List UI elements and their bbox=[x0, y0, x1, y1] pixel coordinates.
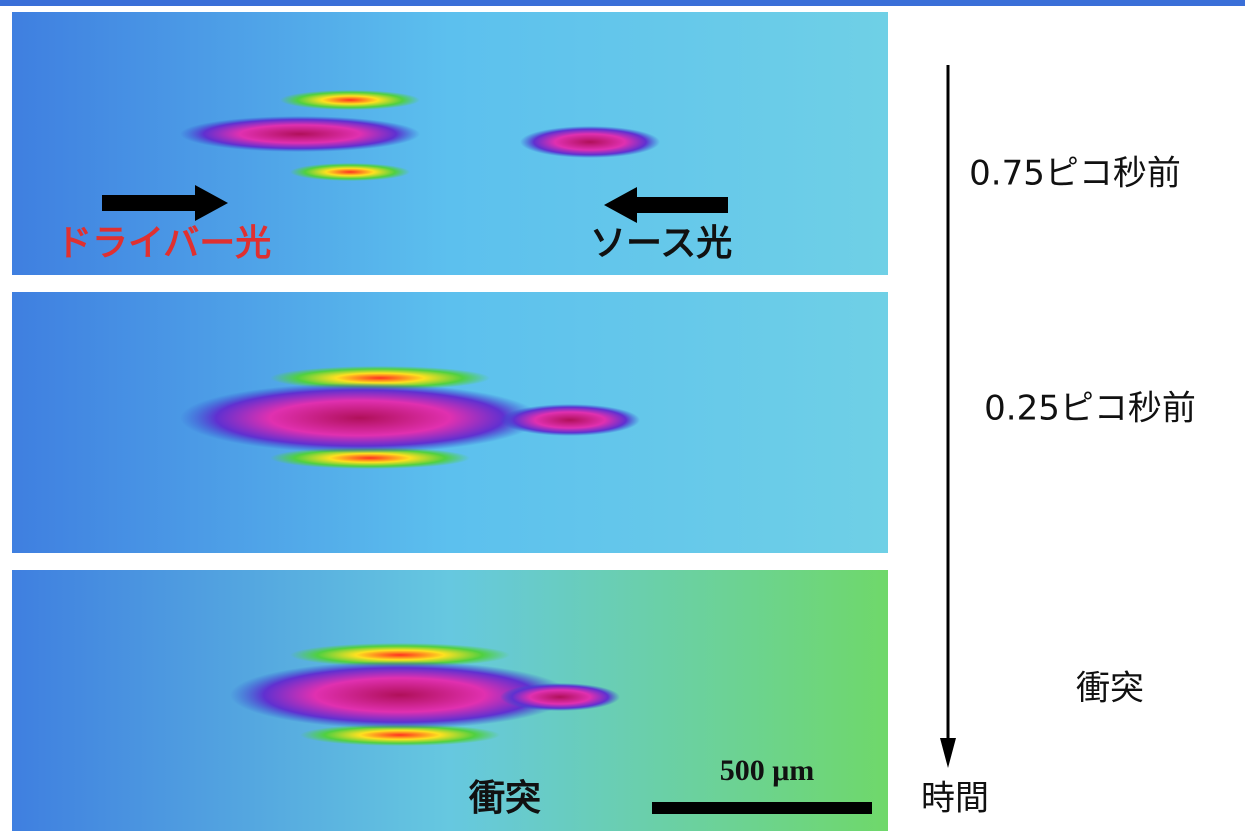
panel-2 bbox=[12, 292, 888, 553]
time-label: 0.25ピコ秒前 bbox=[984, 389, 1196, 429]
figure: ドライバー光 ソース光 衝突 500 μm 0.75ピコ秒前 0.25ピコ秒前 … bbox=[0, 0, 1245, 831]
time-axis-label: 時間 bbox=[921, 779, 989, 819]
top-bar bbox=[0, 0, 1245, 6]
driver-label: ドライバー光 bbox=[56, 223, 271, 264]
time-label: 衝突 bbox=[1076, 669, 1144, 709]
scale-bar bbox=[652, 802, 872, 814]
panel-3: 衝突 500 μm bbox=[12, 570, 888, 831]
collision-label: 衝突 bbox=[468, 778, 541, 819]
time-label: 0.75ピコ秒前 bbox=[969, 154, 1181, 194]
time-axis: 0.75ピコ秒前 0.25ピコ秒前 衝突 時間 bbox=[921, 65, 1196, 819]
scale-bar-label: 500 μm bbox=[720, 754, 815, 787]
source-label: ソース光 bbox=[590, 223, 732, 264]
panel-1: ドライバー光 ソース光 bbox=[12, 12, 888, 275]
